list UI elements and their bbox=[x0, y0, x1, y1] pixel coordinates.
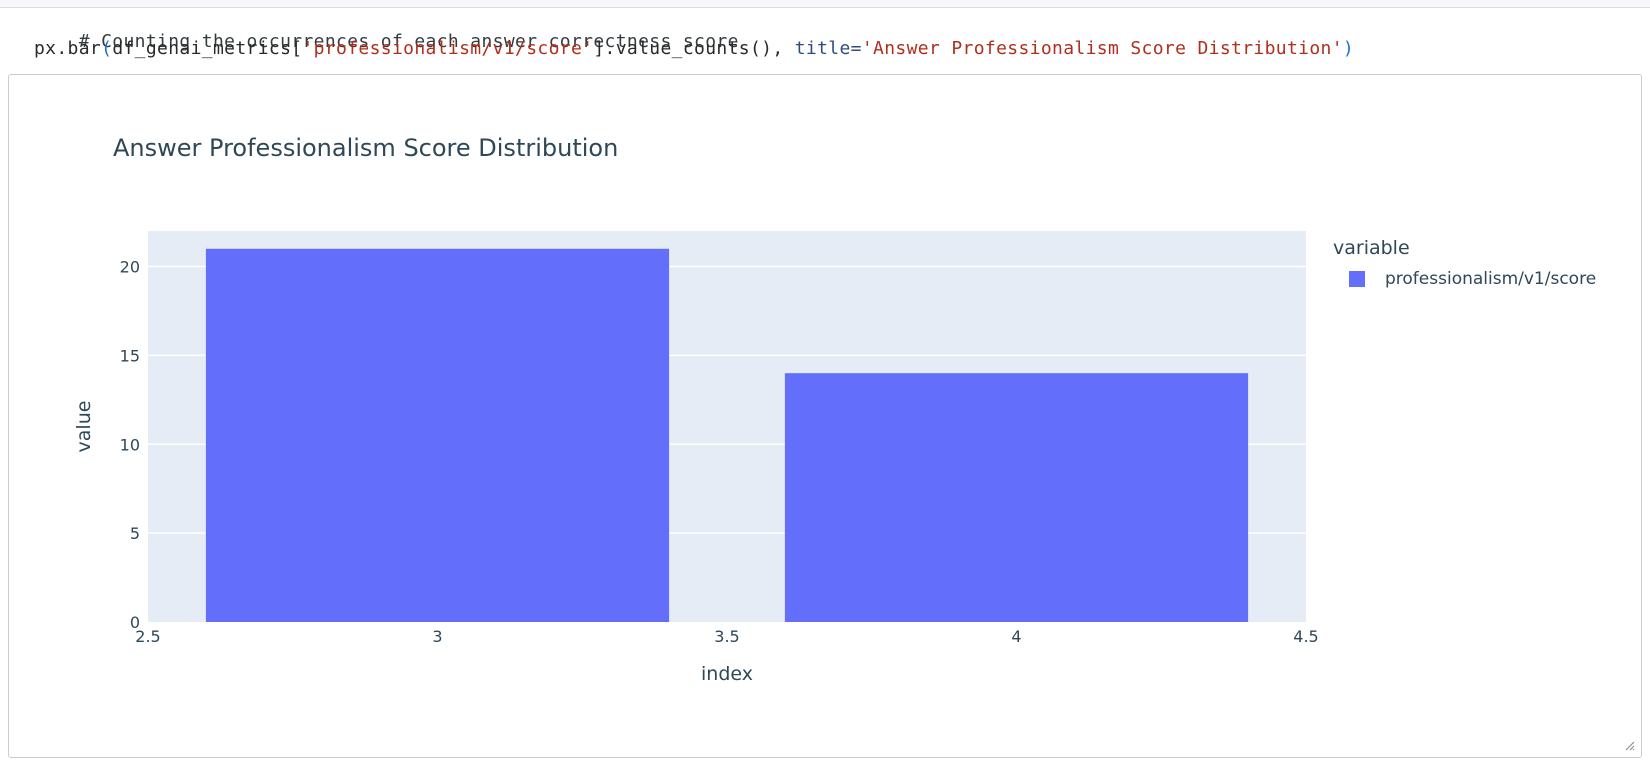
code-comment: # Counting the occurrences of each answe… bbox=[78, 31, 739, 52]
code-cell[interactable]: # Counting the occurrences of each answe… bbox=[0, 8, 1650, 70]
code-comment-line: # Counting the occurrences of each answe… bbox=[34, 10, 739, 73]
cell-top-border bbox=[0, 0, 1650, 8]
code-title-string: 'Answer Professionalism Score Distributi… bbox=[861, 38, 1343, 59]
x-axis-ticks: 2.5 3 3.5 4 4.5 bbox=[135, 627, 1318, 646]
resize-grip-icon[interactable] bbox=[1623, 739, 1635, 751]
bars bbox=[205, 248, 1249, 623]
y-tick-label: 15 bbox=[120, 346, 140, 365]
code-function: px.bar bbox=[34, 38, 102, 59]
code-dataframe: df_genai_metrics[ bbox=[112, 38, 303, 59]
legend-label: professionalism/v1/score bbox=[1385, 269, 1597, 289]
y-tick-label: 5 bbox=[130, 524, 140, 543]
x-tick-label: 2.5 bbox=[135, 627, 160, 646]
x-axis-title: index bbox=[701, 663, 753, 685]
code-keyword-arg: title= bbox=[794, 38, 862, 59]
y-tick-label: 10 bbox=[120, 435, 140, 454]
x-tick-label: 4.5 bbox=[1293, 627, 1318, 646]
y-tick-label: 20 bbox=[120, 258, 140, 277]
chart-title: Answer Professionalism Score Distributio… bbox=[113, 134, 619, 162]
code-call-line: px.bar(df_genai_metrics['professionalism… bbox=[34, 38, 1354, 59]
code-method-call: ].value_counts(), bbox=[593, 38, 795, 59]
code-column-string: 'professionalism/v1/score' bbox=[302, 38, 594, 59]
y-tick-label: 0 bbox=[130, 613, 140, 632]
legend-swatch bbox=[1349, 271, 1365, 287]
bar[interactable] bbox=[784, 373, 1249, 622]
code-open-paren: ( bbox=[101, 38, 113, 59]
y-axis-title: value bbox=[73, 401, 95, 453]
code-close-paren: ) bbox=[1342, 38, 1355, 59]
x-tick-label: 3 bbox=[432, 627, 442, 646]
x-tick-label: 4 bbox=[1011, 627, 1021, 646]
bar[interactable] bbox=[205, 248, 670, 623]
x-tick-label: 3.5 bbox=[714, 627, 739, 646]
legend-title: variable bbox=[1333, 237, 1410, 259]
legend-item[interactable]: professionalism/v1/score bbox=[1349, 267, 1596, 291]
y-axis-ticks: 0 5 10 15 20 bbox=[120, 258, 140, 632]
